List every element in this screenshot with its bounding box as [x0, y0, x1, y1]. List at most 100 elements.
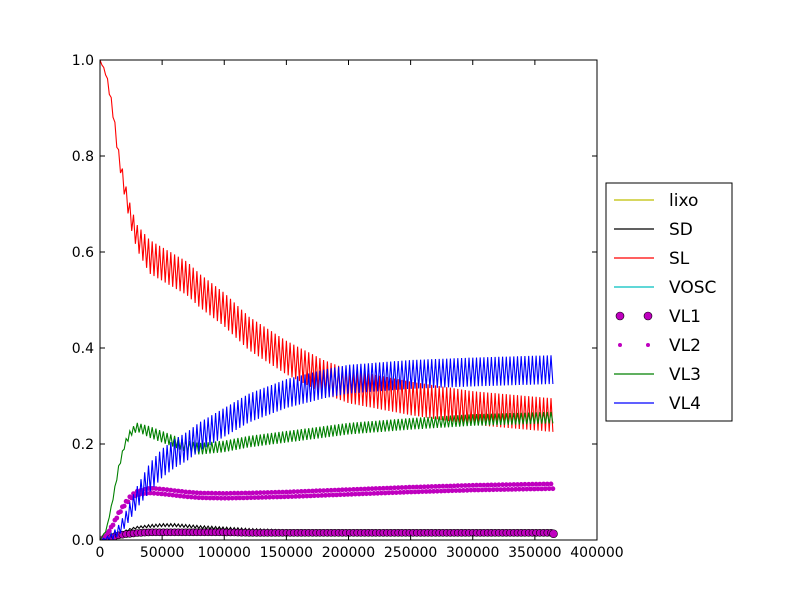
series-point-vl2: [267, 494, 272, 500]
series-point-vl2: [161, 486, 166, 492]
series-point-vl2: [339, 487, 345, 493]
series-point-vl2: [524, 486, 530, 492]
series-point-vl2: [371, 491, 377, 496]
series-point-vl2: [285, 494, 291, 500]
series-point-vl2: [229, 495, 235, 501]
series-point-vl2: [202, 490, 207, 496]
y-tick-label: 0.8: [72, 149, 94, 165]
series-point-vl2: [420, 489, 425, 494]
series-point-vl2: [494, 487, 500, 492]
series-point-vl2: [498, 487, 504, 492]
series-vl1: [100, 528, 555, 540]
series-point-vl2: [300, 493, 306, 499]
legend-item-vl3: VL3: [614, 365, 701, 385]
series-point-vl2: [453, 488, 459, 493]
legend-swatch: [646, 343, 650, 347]
legend-item-vosc: VOSC: [614, 278, 716, 298]
series-point-vl2: [434, 488, 440, 494]
series-point-vl2: [492, 482, 498, 488]
series-point-vl2: [485, 482, 491, 488]
series-point-vl2: [425, 484, 431, 490]
series-point-vl2: [461, 488, 466, 493]
series-point-vl2: [393, 490, 399, 495]
x-tick-label: 50000: [140, 545, 185, 561]
series-point-vl2: [479, 487, 485, 493]
series-point-vl2: [336, 487, 341, 493]
legend-label: SL: [669, 249, 690, 269]
series-point-vl2: [244, 495, 250, 501]
series-point-vl2: [175, 488, 181, 494]
series-point-vl2: [379, 490, 384, 496]
series-point-vl2: [544, 481, 550, 487]
series-point-vl2: [380, 485, 386, 491]
x-tick-label: 0: [96, 545, 105, 561]
series-vl2: [100, 481, 556, 540]
series-point-vl2: [297, 493, 302, 499]
series-point-vl2: [472, 487, 477, 493]
series-point-vl2: [254, 490, 259, 496]
series-point-vl2: [256, 495, 261, 500]
series-point-vl2: [185, 494, 191, 500]
series-point-vl2: [345, 492, 351, 497]
series-point-vl2: [418, 484, 423, 490]
legend-box: [605, 182, 733, 422]
series-point-vl2: [448, 483, 453, 489]
legend-swatch: [643, 311, 653, 321]
series-point-vl2: [252, 495, 258, 500]
series-point-vl2: [466, 483, 472, 488]
series-point-vl2: [503, 482, 509, 488]
series-point-vl2: [539, 486, 545, 492]
series-point-vl2: [464, 487, 470, 493]
legend-swatch: [618, 343, 622, 347]
series-point-vl2: [412, 489, 418, 495]
series-point-vl2: [507, 482, 513, 487]
series-point-vl2: [209, 490, 215, 496]
series-vl3: [100, 411, 554, 540]
series-point-vl2: [358, 486, 364, 492]
series-point-vl2: [282, 494, 287, 500]
series-point-vl2: [298, 489, 304, 494]
series-point-vl2: [543, 486, 548, 492]
series-point-vl2: [261, 490, 267, 495]
legend-item-vl1: VL1: [615, 307, 701, 327]
series-point-vl2: [518, 482, 524, 487]
series-point-vl2: [308, 493, 313, 499]
series-point-vl2: [528, 486, 533, 492]
series-point-vl2: [352, 491, 358, 497]
series-point-vl2: [468, 487, 474, 493]
series-point-vl2: [535, 486, 541, 492]
series-point-vl2: [118, 509, 123, 515]
series-point-vl2: [423, 489, 429, 494]
series-point-vl2: [263, 494, 269, 500]
series-end-point-vl1: [549, 529, 558, 539]
series-point-vl2: [198, 490, 204, 496]
series-point-vl2: [511, 482, 517, 487]
x-tick-label: 100000: [198, 545, 251, 561]
series-point-vl2: [369, 486, 375, 492]
series-point-vl2: [172, 488, 178, 493]
x-tick-label: 250000: [384, 545, 437, 561]
series-point-vl2: [323, 492, 328, 498]
series-point-vl2: [190, 490, 196, 495]
series-point-vl2: [421, 484, 427, 490]
y-axis: 0.0 0.2 0.4 0.6 0.8 1.0: [72, 53, 597, 549]
series-point-vl2: [349, 491, 354, 497]
series-point-vl2: [386, 490, 392, 496]
legend-item-sl: SL: [614, 249, 690, 269]
series-point-vl2: [304, 493, 310, 499]
series-point-vl2: [216, 490, 222, 496]
series-point-vl2: [181, 494, 187, 499]
series-point-vl2: [313, 488, 319, 494]
series-point-vl2: [168, 487, 174, 493]
series-point-vl2: [513, 486, 518, 492]
series-point-vl2: [360, 491, 366, 497]
series-point-vl2: [194, 490, 200, 496]
series-point-vl2: [338, 492, 343, 498]
series-point-vl2: [384, 485, 390, 491]
series-point-vl2: [274, 494, 280, 500]
series-point-vl2: [537, 481, 543, 487]
x-tick-label: 300000: [446, 545, 499, 561]
series-point-vl2: [196, 495, 202, 501]
y-tick-label: 0.6: [72, 245, 94, 261]
series-point-vl2: [157, 486, 163, 492]
